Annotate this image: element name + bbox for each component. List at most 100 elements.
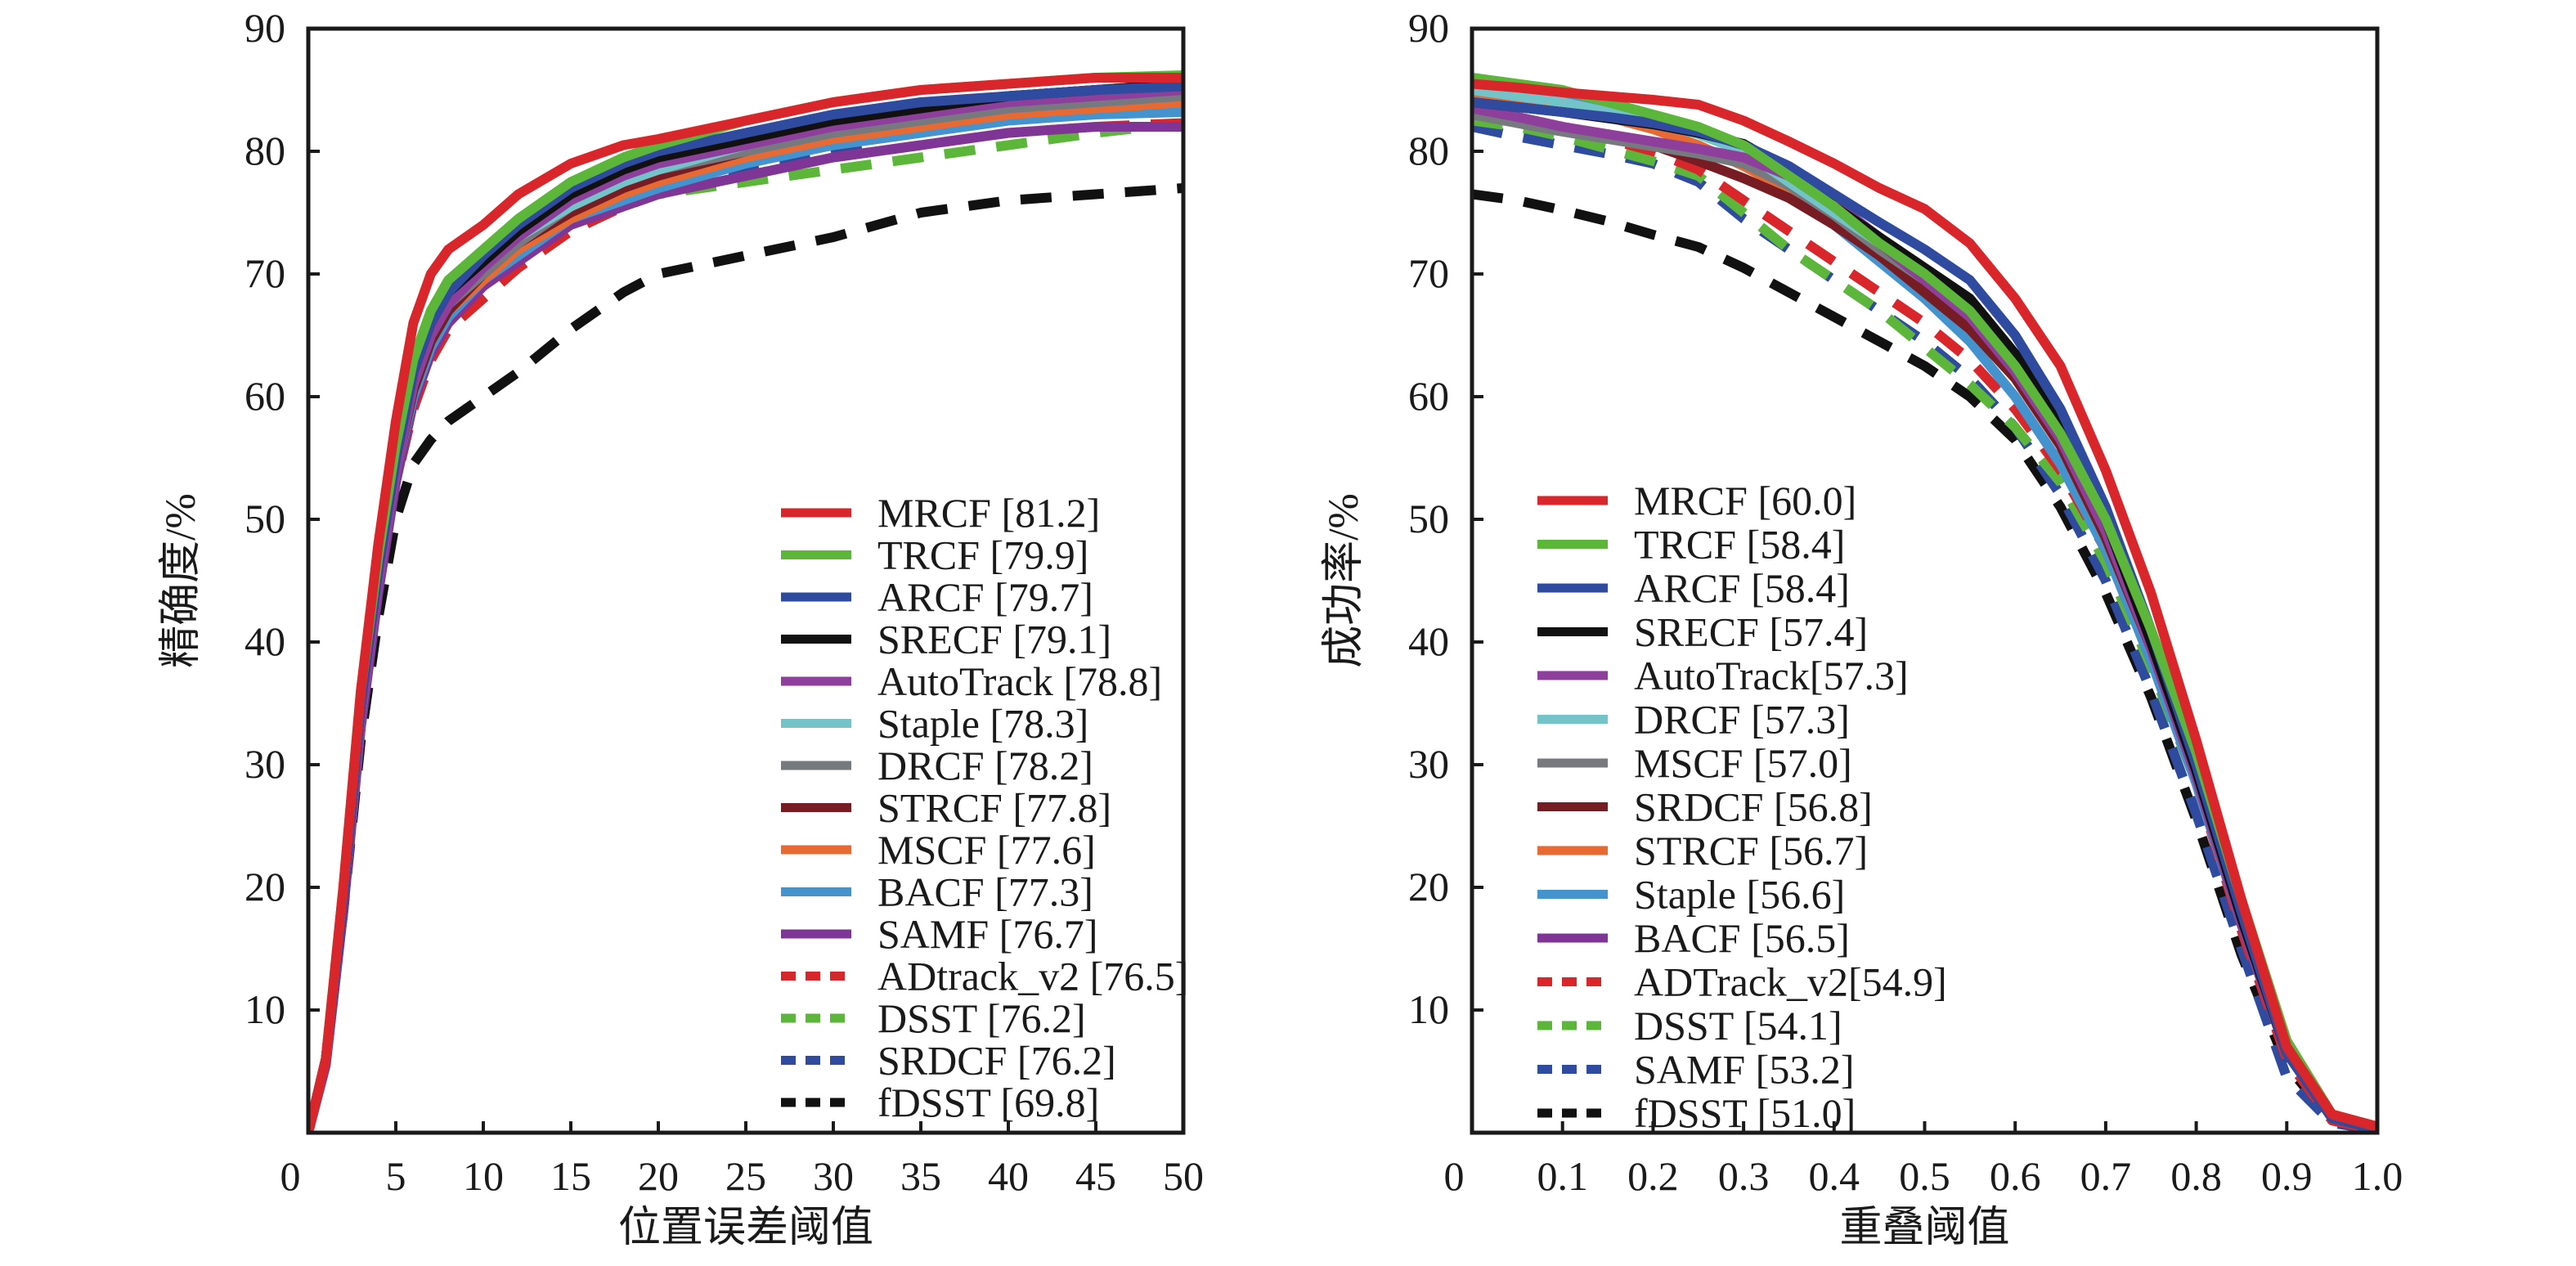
legend-item: ADtrack_v2 [76.5] [781,954,1188,999]
precision-y-tick-label: 10 [245,986,285,1032]
precision-y-tick-label: 30 [245,741,285,787]
legend-label: DSST [76.2] [877,995,1086,1041]
success-y-tick-label: 60 [1408,373,1449,419]
legend-item: SAMF [53.2] [1537,1047,1854,1093]
legend-label: TRCF [79.9] [877,532,1088,578]
success-series-samf [1472,122,2377,1133]
success-x-tick-label: 0.1 [1537,1153,1588,1199]
precision-x-axis-title: 位置误差阈值 [618,1205,873,1251]
legend-label: MRCF [60.0] [1634,478,1856,523]
legend-label: MSCF [57.0] [1634,740,1852,786]
legend-item: fDSST [51.0] [1537,1090,1856,1136]
precision-legend: MRCF [81.2]TRCF [79.9]ARCF [79.7]SRECF [… [781,490,1188,1125]
legend-item: DRCF [78.2] [781,743,1093,788]
legend-label: SRECF [79.1] [877,617,1111,662]
success-x-tick-label: 0.2 [1627,1153,1679,1199]
legend-label: STRCF [56.7] [1634,828,1868,873]
precision-y-tick-label: 80 [245,128,285,173]
legend-item: MSCF [77.6] [781,827,1096,873]
success-plot-area [1472,73,2377,1133]
precision-y-tick-label: 60 [245,373,285,419]
legend-item: Staple [78.3] [781,701,1088,747]
legend-label: BACF [77.3] [877,869,1093,915]
legend-label: MRCF [81.2] [877,490,1100,536]
precision-x-tick-label: 15 [550,1153,591,1199]
legend-item: BACF [77.3] [781,869,1093,915]
precision-x-tick-label: 35 [900,1153,941,1199]
success-x-tick-label: 0.5 [1899,1153,1950,1199]
legend-item: SRDCF [76.2] [781,1038,1116,1084]
precision-x-tick-label: 25 [725,1153,766,1199]
success-ticks [1472,150,2289,1133]
success-x-tick-label: 0 [1444,1153,1465,1199]
success-y-tick-label: 70 [1408,250,1449,296]
legend-item: MRCF [81.2] [781,490,1100,536]
success-y-tick-label: 10 [1408,986,1449,1032]
precision-x-tick-label: 20 [638,1153,679,1199]
success-legend: MRCF [60.0]TRCF [58.4]ARCF [58.4]SRECF [… [1537,478,1947,1136]
legend-item: DSST [54.1] [1537,1003,1842,1048]
precision-series-mrcf [308,73,1183,1133]
success-tick-labels: 0 0.1 0.2 0.3 0.4 0.5 0.6 0.7 0.8 0.9 1.0 10 20 30 40 5… [1408,5,2403,1199]
precision-x-tick-label: 5 [386,1153,406,1199]
precision-x-tick-label: 30 [813,1153,854,1199]
success-y-axis-title: 成功率/% [1321,493,1367,668]
precision-plot-area [308,70,1183,1133]
precision-x-tick-label: 50 [1163,1153,1204,1199]
success-series-mrcf [1472,79,2377,1132]
legend-label: AutoTrack[57.3] [1634,653,1909,698]
legend-label: SRDCF [56.8] [1634,784,1873,830]
precision-ticks [308,150,1097,1133]
success-chart: 0 0.1 0.2 0.3 0.4 0.5 0.6 0.7 0.8 0.9 1.0 10 20 30 40 5… [1321,5,2403,1251]
success-x-tick-label: 0.6 [1990,1153,2041,1199]
legend-label: fDSST [51.0] [1634,1090,1856,1136]
legend-label: TRCF [58.4] [1634,522,1845,568]
legend-label: DRCF [57.3] [1634,697,1850,743]
success-x-tick-label: 0.8 [2170,1153,2222,1199]
success-y-tick-label: 30 [1408,741,1449,787]
legend-label: SRECF [57.4] [1634,609,1868,655]
precision-series-fdsst [308,183,1183,1133]
legend-item: TRCF [58.4] [1537,522,1845,568]
success-x-axis-title: 重叠阈值 [1839,1205,2009,1251]
success-x-tick-label: 1.0 [2352,1153,2403,1199]
legend-item: DRCF [57.3] [1537,697,1850,743]
precision-x-tick-label: 45 [1075,1153,1116,1199]
precision-y-tick-label: 70 [245,250,285,296]
legend-item: STRCF [56.7] [1537,828,1868,873]
precision-chart: 0 5 10 15 20 25 30 35 40 45 50 10 20 30 40 50 60 70 80 90 位… [158,5,1204,1251]
precision-y-tick-label: 90 [245,5,285,51]
legend-item: BACF [56.5] [1537,915,1850,961]
legend-label: SAMF [76.7] [877,911,1097,957]
legend-item: STRCF [77.8] [781,785,1111,831]
legend-item: fDSST [69.8] [781,1080,1099,1125]
legend-label: DRCF [78.2] [877,743,1093,788]
legend-item: SRECF [79.1] [781,617,1111,662]
legend-label: SAMF [53.2] [1634,1047,1854,1093]
legend-item: DSST [76.2] [781,995,1086,1041]
success-x-tick-label: 0.7 [2080,1153,2132,1199]
legend-label: ARCF [79.7] [877,574,1093,620]
legend-label: STRCF [77.8] [877,785,1111,831]
legend-label: Staple [56.6] [1634,872,1845,918]
legend-item: SAMF [76.7] [781,911,1097,957]
legend-item: ARCF [58.4] [1537,565,1850,611]
precision-y-tick-label: 50 [245,496,285,541]
legend-label: MSCF [77.6] [877,827,1096,873]
success-y-tick-label: 20 [1408,864,1449,909]
legend-label: ARCF [58.4] [1634,565,1850,611]
legend-item: AutoTrack [78.8] [781,658,1162,704]
success-x-tick-label: 0.9 [2261,1153,2313,1199]
legend-item: AutoTrack[57.3] [1537,653,1909,698]
success-y-tick-label: 40 [1408,618,1449,664]
legend-item: ARCF [79.7] [781,574,1093,620]
precision-y-tick-label: 40 [245,618,285,664]
precision-x-tick-label: 40 [988,1153,1029,1199]
success-x-tick-label: 0.4 [1809,1153,1860,1199]
legend-label: ADtrack_v2 [76.5] [877,954,1188,999]
legend-item: SRDCF [56.8] [1537,784,1873,830]
legend-item: MRCF [60.0] [1537,478,1856,523]
legend-label: fDSST [69.8] [877,1080,1099,1125]
precision-tick-labels: 0 5 10 15 20 25 30 35 40 45 50 10 20 30 40 50 60 70 80 90 [245,5,1204,1199]
